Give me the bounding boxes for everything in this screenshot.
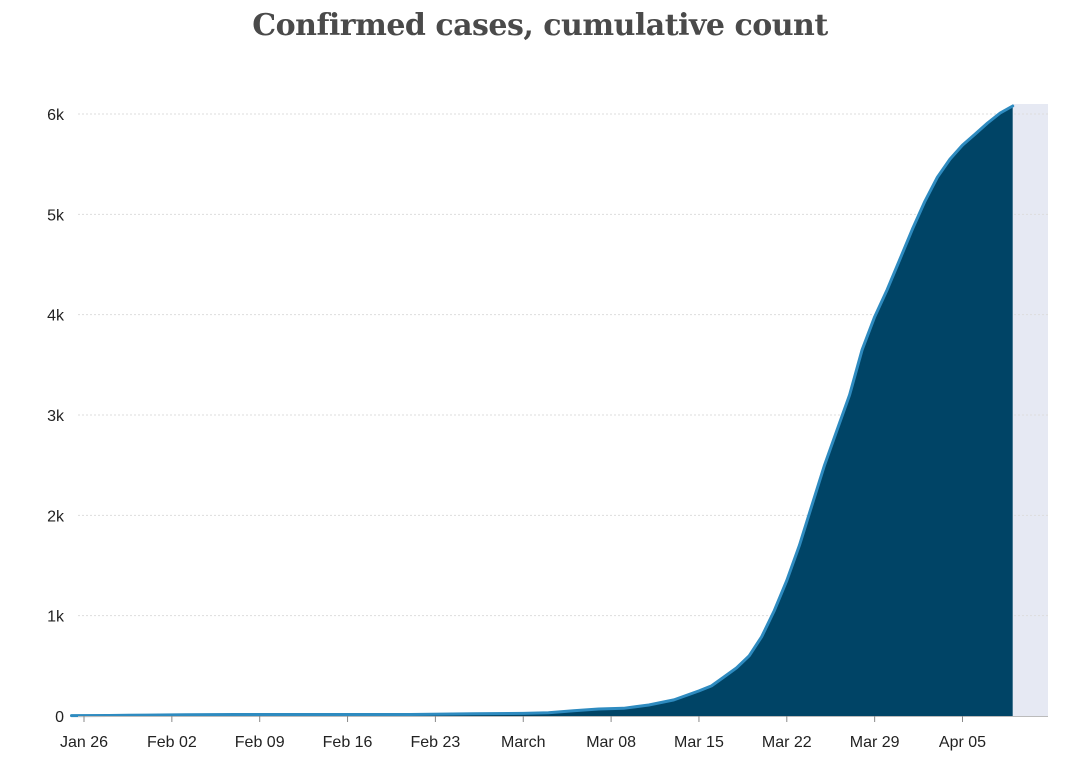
data-point [961, 144, 964, 147]
data-point [974, 133, 977, 136]
x-tick-label: Jan 26 [60, 734, 108, 751]
x-tick-label: March [501, 734, 545, 751]
data-point [472, 712, 475, 715]
y-tick-label: 5k [47, 207, 65, 224]
x-tick-label: Apr 05 [939, 734, 986, 751]
data-point [823, 464, 826, 467]
y-tick-label: 1k [47, 609, 65, 626]
data-point [936, 176, 939, 179]
x-tick-label: Feb 16 [323, 734, 373, 751]
data-point [861, 348, 864, 351]
data-point [949, 158, 952, 161]
series-line [70, 104, 1015, 718]
x-tick-label: Mar 29 [850, 734, 900, 751]
y-tick-label: 3k [47, 408, 65, 425]
data-point [70, 714, 73, 717]
x-tick-label: Feb 23 [410, 734, 460, 751]
data-point [409, 713, 412, 716]
data-point [572, 709, 575, 712]
data-point [836, 429, 839, 432]
data-point [999, 112, 1002, 115]
y-tick-label: 2k [47, 508, 65, 525]
data-point [873, 315, 876, 318]
data-point [522, 712, 525, 715]
data-point [183, 713, 186, 716]
data-point [886, 288, 889, 291]
data-point [748, 654, 751, 657]
data-point [622, 707, 625, 710]
data-point [233, 713, 236, 716]
data-point [698, 689, 701, 692]
data-point [785, 579, 788, 582]
x-tick-label: Mar 22 [762, 734, 812, 751]
y-tick-label: 0 [55, 709, 64, 726]
y-tick-label: 6k [47, 107, 65, 124]
y-tick-label: 4k [47, 308, 65, 325]
data-point [986, 122, 989, 125]
data-point [911, 228, 914, 231]
area-fill [71, 106, 1013, 716]
data-point [672, 698, 675, 701]
chart-title: Confirmed cases, cumulative count [252, 8, 828, 43]
data-point [923, 200, 926, 203]
data-point [760, 635, 763, 638]
x-tick-label: Feb 02 [147, 734, 197, 751]
x-tick-label: Feb 09 [235, 734, 285, 751]
data-point [597, 708, 600, 711]
data-point [723, 675, 726, 678]
data-point [735, 666, 738, 669]
data-point [798, 544, 801, 547]
x-tick-label: Mar 08 [586, 734, 636, 751]
data-point [1011, 105, 1014, 108]
data-point [848, 393, 851, 396]
data-point [547, 711, 550, 714]
data-point [647, 704, 650, 707]
x-tick-label: Mar 15 [674, 734, 724, 751]
data-point [810, 504, 813, 507]
data-point [710, 684, 713, 687]
data-point [898, 258, 901, 261]
data-point [773, 609, 776, 612]
data-point [321, 713, 324, 716]
shaded-region [1012, 104, 1048, 716]
